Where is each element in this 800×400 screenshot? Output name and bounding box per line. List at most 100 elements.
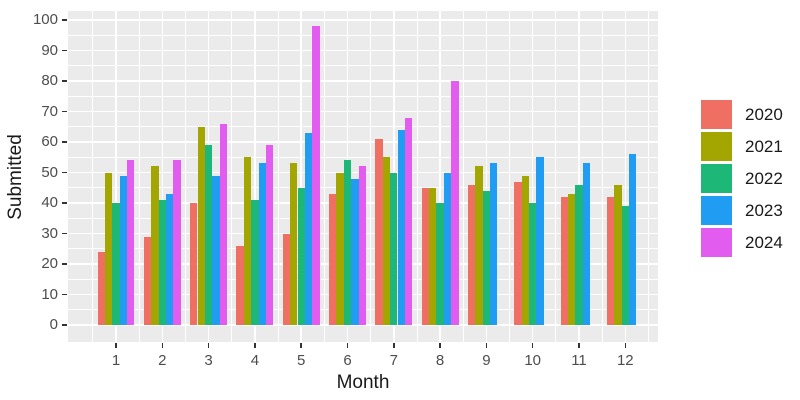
bar-2023-month-10 <box>536 157 544 325</box>
gridline-major <box>300 11 302 342</box>
bar-2023-month-7 <box>397 129 405 325</box>
y-tick-mark <box>62 171 67 174</box>
x-axis-labels: 1 2 3 4 5 6 7 8 9 10 11 12 <box>68 349 658 369</box>
bar-2023-month-12 <box>629 154 637 325</box>
x-tick-mark <box>207 343 210 348</box>
x-tick-mark <box>115 343 117 348</box>
bar-2024-month-5 <box>312 26 320 325</box>
x-tick-mark <box>346 343 349 348</box>
bar-2023-month-6 <box>351 178 359 325</box>
gridline-major <box>68 19 658 21</box>
legend-label: 2024 <box>745 232 783 252</box>
bar-2020-month-5 <box>282 233 291 325</box>
bar-2021-month-9 <box>475 166 483 325</box>
gridline-major <box>68 49 658 52</box>
gridline-minor <box>370 11 372 342</box>
bar-2021-month-3 <box>197 126 205 325</box>
gridline-major <box>68 110 658 113</box>
legend-swatch-2023 <box>701 196 732 225</box>
bar-2020-month-4 <box>236 245 244 325</box>
gridline-minor <box>416 11 418 342</box>
bar-2022-month-2 <box>158 199 166 325</box>
x-tick-label: 7 <box>389 352 398 369</box>
gridline-major <box>485 11 488 342</box>
y-tick-label: 100 <box>32 11 58 28</box>
x-tick-label: 10 <box>524 352 542 369</box>
legend-label: 2022 <box>745 168 783 188</box>
y-tick-mark <box>62 141 67 143</box>
x-tick-label: 8 <box>435 352 445 369</box>
y-tick-label: 0 <box>49 316 58 333</box>
bar-2020-month-10 <box>514 181 522 325</box>
gridline-major <box>68 141 658 143</box>
plot-panel <box>68 11 658 342</box>
gridline-minor <box>185 11 186 342</box>
y-tick-label: 60 <box>41 133 58 150</box>
gridline-minor <box>323 11 325 342</box>
y-tick-label: 40 <box>41 194 58 211</box>
bar-2022-month-4 <box>251 199 259 325</box>
x-tick-mark <box>254 343 256 348</box>
bar-2021-month-6 <box>336 172 344 325</box>
y-tick-label: 90 <box>41 41 58 59</box>
y-tick-label: 30 <box>41 224 58 242</box>
bar-2024-month-3 <box>219 123 228 325</box>
y-tick-label: 80 <box>41 72 58 89</box>
bar-2024-month-4 <box>266 145 274 325</box>
bar-2021-month-2 <box>151 166 159 325</box>
x-tick-mark <box>300 343 302 348</box>
bar-2023-month-9 <box>490 163 498 325</box>
legend-label: 2021 <box>745 136 783 156</box>
y-tick-mark <box>62 19 67 21</box>
bar-2024-month-6 <box>358 166 366 325</box>
gridline-major <box>439 11 441 342</box>
y-tick-mark <box>62 263 67 265</box>
bar-2021-month-5 <box>290 163 298 325</box>
bar-2023-month-1 <box>119 175 128 325</box>
bar-2023-month-3 <box>212 175 220 325</box>
gridline-major <box>161 11 164 342</box>
y-tick-mark <box>62 80 67 82</box>
bar-2022-month-3 <box>204 145 213 325</box>
x-tick-label: 2 <box>158 352 167 369</box>
legend-swatch-2024 <box>701 228 732 257</box>
bar-2020-month-11 <box>560 196 568 325</box>
x-tick-label: 4 <box>250 352 260 369</box>
x-tick-mark <box>161 343 164 348</box>
legend: 2020 2021 2022 2023 2024 <box>701 100 783 260</box>
bar-2023-month-11 <box>582 163 591 325</box>
bar-2022-month-11 <box>575 184 583 325</box>
x-tick-label: 5 <box>297 352 306 369</box>
gridline-minor <box>277 11 279 342</box>
bar-2020-month-7 <box>375 138 383 325</box>
bar-2020-month-2 <box>143 236 152 325</box>
bar-2022-month-6 <box>343 160 352 325</box>
legend-swatch-2022 <box>701 164 732 193</box>
bar-2022-month-8 <box>436 203 444 325</box>
y-axis-labels: 0 10 20 30 40 50 60 70 80 90 100 <box>0 11 58 342</box>
gridline-major <box>578 11 580 342</box>
gridline-major <box>68 324 658 326</box>
x-tick-label: 6 <box>343 352 352 369</box>
gridline-minor <box>509 11 510 342</box>
gridline-minor <box>231 11 233 342</box>
bar-2022-month-10 <box>529 203 537 325</box>
bar-2021-month-4 <box>243 157 252 325</box>
gridline-major <box>254 11 256 342</box>
gridline-minor <box>68 65 658 67</box>
y-tick-mark <box>62 202 67 204</box>
x-tick-mark <box>624 343 627 348</box>
gridline-major <box>68 80 658 82</box>
x-tick-mark <box>393 343 395 348</box>
bar-2021-month-12 <box>614 184 622 325</box>
y-axis-title: Submitted <box>5 134 26 220</box>
gridline-minor <box>68 34 658 36</box>
gridline-minor <box>68 95 658 97</box>
gridline-major <box>115 11 117 342</box>
bar-2021-month-1 <box>104 172 113 325</box>
legend-label: 2020 <box>745 104 783 124</box>
bar-2020-month-9 <box>467 184 476 325</box>
bar-2023-month-8 <box>443 172 452 325</box>
x-tick-label: 11 <box>571 352 587 369</box>
